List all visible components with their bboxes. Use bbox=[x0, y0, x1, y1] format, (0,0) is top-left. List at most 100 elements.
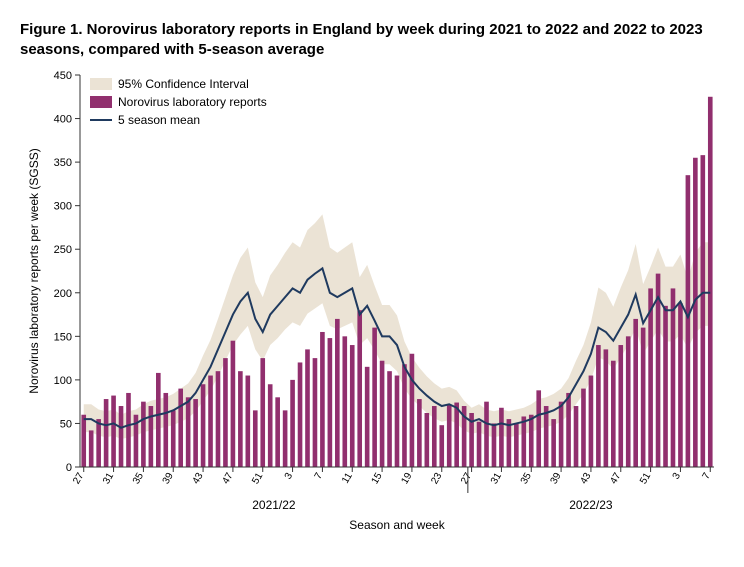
bar bbox=[395, 375, 400, 466]
legend-item-ci: 95% Confidence Interval bbox=[90, 75, 267, 93]
x-tick-label: 19 bbox=[399, 470, 414, 486]
bar bbox=[313, 358, 318, 467]
x-tick-label: 39 bbox=[549, 470, 564, 486]
chart-container: 95% Confidence Interval Norovirus labora… bbox=[20, 67, 724, 547]
x-tick-label: 47 bbox=[608, 470, 623, 486]
x-tick-label: 35 bbox=[519, 470, 534, 486]
bar bbox=[328, 338, 333, 467]
bar bbox=[700, 155, 705, 467]
legend-line-label: 5 season mean bbox=[118, 113, 200, 127]
bar bbox=[633, 318, 638, 466]
bar bbox=[618, 345, 623, 467]
x-tick-label: 23 bbox=[429, 470, 444, 486]
bar bbox=[365, 366, 370, 466]
bar bbox=[514, 423, 519, 467]
y-tick-label: 150 bbox=[54, 331, 72, 343]
bar bbox=[193, 399, 198, 467]
legend-bars-label: Norovirus laboratory reports bbox=[118, 95, 267, 109]
bar bbox=[656, 273, 661, 466]
bar bbox=[283, 410, 288, 467]
bar bbox=[477, 421, 482, 466]
bar bbox=[425, 412, 430, 466]
x-tick-label: 51 bbox=[250, 470, 265, 486]
bar bbox=[305, 349, 310, 467]
bar bbox=[604, 349, 609, 467]
bar bbox=[268, 384, 273, 467]
bar bbox=[402, 364, 407, 467]
y-tick-label: 0 bbox=[66, 462, 72, 474]
x-tick-label: 15 bbox=[370, 470, 385, 486]
x-tick-label: 47 bbox=[220, 470, 235, 486]
x-tick-label: 31 bbox=[101, 470, 116, 486]
bar bbox=[544, 406, 549, 467]
bar bbox=[141, 401, 146, 466]
x-axis-label: Season and week bbox=[349, 518, 445, 532]
bar bbox=[208, 375, 213, 466]
bar bbox=[626, 336, 631, 467]
bar bbox=[335, 318, 340, 466]
bar bbox=[410, 353, 415, 466]
bar bbox=[275, 397, 280, 467]
bar bbox=[260, 358, 265, 467]
bar bbox=[223, 358, 228, 467]
bar bbox=[298, 362, 303, 467]
bar bbox=[581, 388, 586, 466]
bar bbox=[708, 96, 713, 466]
bar bbox=[432, 406, 437, 467]
bar bbox=[641, 327, 646, 466]
x-tick-label: 51 bbox=[638, 470, 653, 486]
bar bbox=[551, 419, 556, 467]
bar bbox=[380, 360, 385, 466]
line-swatch bbox=[90, 119, 112, 121]
bar bbox=[216, 371, 221, 467]
bar bbox=[372, 327, 377, 466]
bar bbox=[96, 419, 101, 467]
figure-title: Figure 1. Norovirus laboratory reports i… bbox=[20, 20, 724, 61]
legend-item-line: 5 season mean bbox=[90, 111, 267, 129]
bar bbox=[686, 175, 691, 467]
bar bbox=[111, 395, 116, 466]
bar bbox=[231, 340, 236, 466]
bar bbox=[507, 419, 512, 467]
season1-label: 2021/22 bbox=[252, 498, 296, 512]
x-tick-label: 27 bbox=[71, 470, 86, 486]
bar bbox=[178, 388, 183, 466]
bar bbox=[559, 401, 564, 466]
bar bbox=[387, 371, 392, 467]
y-tick-label: 200 bbox=[54, 287, 72, 299]
bar bbox=[678, 303, 683, 467]
season2-label: 2022/23 bbox=[569, 498, 613, 512]
bar bbox=[589, 375, 594, 466]
y-tick-label: 250 bbox=[54, 244, 72, 256]
bar bbox=[290, 379, 295, 466]
chart-svg: 0501001502002503003504004502731353943475… bbox=[20, 67, 720, 547]
bar bbox=[342, 336, 347, 467]
bar bbox=[596, 345, 601, 467]
legend-item-bars: Norovirus laboratory reports bbox=[90, 93, 267, 111]
x-tick-label: 43 bbox=[191, 470, 206, 486]
bar-swatch bbox=[90, 96, 112, 108]
legend-ci-label: 95% Confidence Interval bbox=[118, 77, 249, 91]
bar bbox=[201, 384, 206, 467]
x-tick-label: 3 bbox=[283, 470, 296, 481]
bar bbox=[186, 397, 191, 467]
bar bbox=[693, 157, 698, 466]
bar bbox=[439, 425, 444, 467]
x-tick-label: 27 bbox=[459, 470, 474, 486]
bar bbox=[104, 399, 109, 467]
bar bbox=[320, 331, 325, 466]
bar bbox=[156, 372, 161, 466]
x-tick-label: 43 bbox=[578, 470, 593, 486]
bar bbox=[648, 288, 653, 467]
bar bbox=[529, 414, 534, 466]
x-tick-label: 39 bbox=[161, 470, 176, 486]
bar bbox=[246, 375, 251, 466]
bar bbox=[484, 401, 489, 466]
bar bbox=[357, 310, 362, 467]
y-tick-label: 400 bbox=[54, 113, 72, 125]
y-tick-label: 450 bbox=[54, 70, 72, 82]
bar bbox=[536, 390, 541, 467]
bar bbox=[89, 430, 94, 467]
bar bbox=[611, 360, 616, 466]
bar bbox=[163, 392, 168, 466]
